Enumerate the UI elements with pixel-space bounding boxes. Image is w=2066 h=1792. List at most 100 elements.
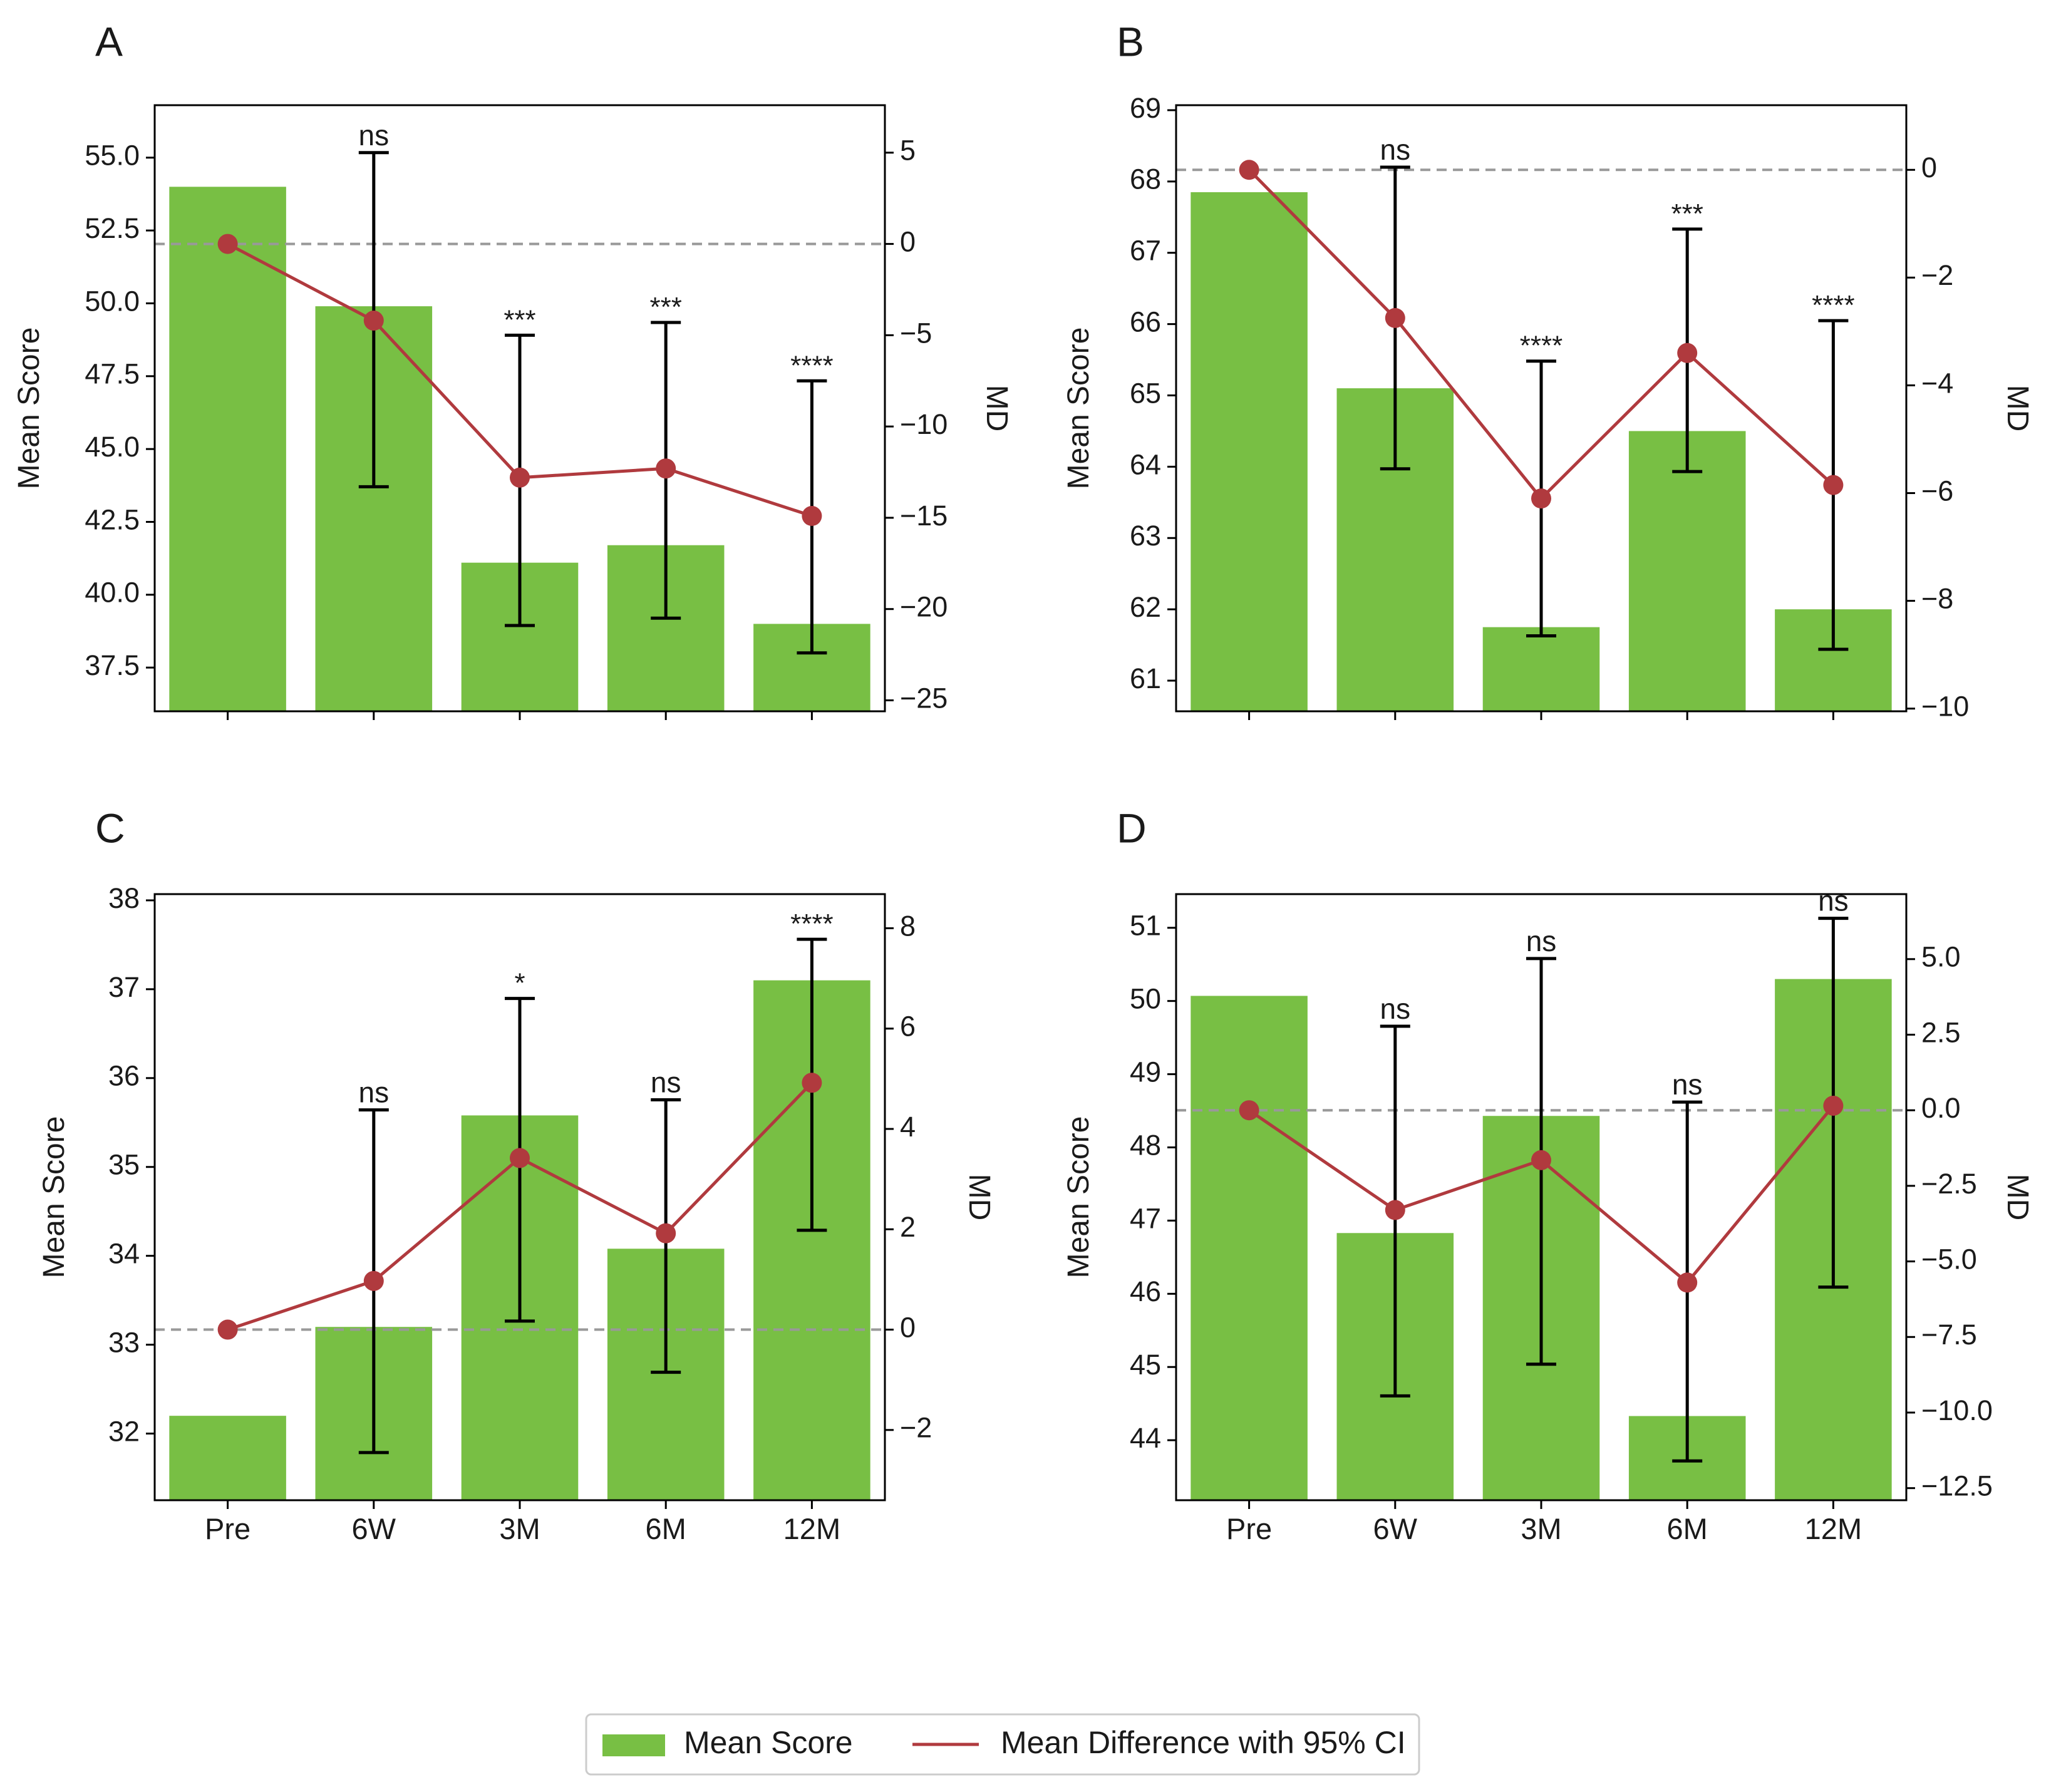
y-tick-label: 45.0: [85, 431, 140, 463]
y-tick-label: 36: [108, 1060, 140, 1092]
md-point-6w: [363, 1270, 384, 1291]
panel-b: Bns***********616263646566676869−10−8−6−…: [1062, 18, 2034, 722]
y2-tick-label: 5: [900, 135, 916, 167]
x-tick-label: 3M: [1521, 1512, 1561, 1545]
y-tick-label: 68: [1130, 163, 1161, 195]
significance-label: ns: [1672, 1068, 1703, 1101]
md-point-3m: [510, 467, 530, 488]
md-point-6w: [1385, 307, 1405, 328]
md-point-6m: [1677, 342, 1698, 363]
x-tick-label: 12M: [1805, 1512, 1862, 1545]
y-tick-label: 64: [1130, 448, 1161, 480]
y2-tick-label: 0.0: [1921, 1092, 1961, 1124]
x-tick-label: 12M: [783, 1512, 840, 1545]
bar-a-pre: [169, 187, 286, 711]
y-tick-label: 49: [1130, 1056, 1161, 1088]
md-point-pre: [217, 1319, 238, 1340]
y-tick-label: 55.0: [85, 140, 140, 172]
y-tick-label: 48: [1130, 1129, 1161, 1161]
md-point-12m: [1823, 1095, 1844, 1116]
x-tick-label: 6W: [352, 1512, 396, 1545]
y-tick-label: 65: [1130, 377, 1161, 409]
legend-bar-label: Mean Score: [684, 1725, 853, 1760]
md-point-12m: [802, 1073, 822, 1093]
x-tick-label: 6M: [1667, 1512, 1708, 1545]
y2-tick-label: −4: [1921, 367, 1953, 399]
md-point-6m: [656, 458, 676, 479]
significance-label: ****: [790, 909, 834, 939]
y2-tick-label: 2: [900, 1211, 916, 1243]
md-point-6w: [1385, 1200, 1405, 1220]
y-tick-label: 63: [1130, 520, 1161, 552]
y2-tick-label: 4: [900, 1111, 916, 1143]
y-tick-label: 67: [1130, 235, 1161, 267]
y2-tick-label: −25: [900, 682, 948, 714]
y2-tick-label: −2.5: [1921, 1168, 1977, 1200]
y2-tick-label: −2: [1921, 259, 1953, 291]
y2-tick-label: −5.0: [1921, 1243, 1977, 1275]
y2-tick-label: −6: [1921, 475, 1953, 507]
panel-a: Ans*** *******37.540.042.545.047.550.052.…: [13, 18, 1013, 720]
y-tick-label: 69: [1130, 92, 1161, 124]
y-tick-label: 42.5: [85, 503, 140, 535]
y-axis-label: Mean Score: [1062, 1116, 1095, 1279]
md-point-3m: [510, 1148, 530, 1168]
y-tick-label: 40.0: [85, 577, 140, 609]
md-point-12m: [802, 506, 822, 527]
y-tick-label: 35: [108, 1149, 140, 1181]
panel-d: Dns ns ns ns 44 45 46 47 48 49 50 51 −12.5 −10.0 −7.5 −…: [1062, 805, 2034, 1545]
x-tick-label: 6M: [646, 1512, 686, 1545]
y-tick-label: 37: [108, 971, 140, 1003]
panel-label: A: [95, 18, 123, 64]
md-point-3m: [1531, 1150, 1551, 1170]
y2-tick-label: 5.0: [1921, 941, 1961, 973]
y-tick-label: 47: [1130, 1202, 1161, 1234]
significance-label: ***: [650, 292, 682, 322]
md-point-pre: [1239, 1100, 1259, 1121]
panel-label: C: [95, 805, 125, 851]
bar-b-3m: [1482, 627, 1600, 711]
y2-tick-label: 8: [900, 910, 916, 942]
y-tick-label: 46: [1130, 1275, 1161, 1307]
bar-d-pre: [1191, 996, 1308, 1500]
significance-label: ***: [1671, 198, 1703, 229]
y2-tick-label: −10: [900, 408, 948, 440]
y-tick-label: 38: [108, 882, 140, 914]
y2-tick-label: −2: [900, 1412, 932, 1444]
bar-b-6m: [1628, 431, 1746, 711]
y2-tick-label: −10: [1921, 691, 1969, 723]
md-point-pre: [1239, 160, 1259, 180]
y2-tick-label: 0: [900, 1311, 916, 1343]
panel-label: D: [1117, 805, 1147, 851]
significance-label: *: [514, 968, 525, 999]
x-tick-label: 6W: [1373, 1512, 1418, 1545]
x-tick-label: Pre: [205, 1512, 251, 1545]
y-tick-label: 66: [1130, 306, 1161, 338]
y2-tick-label: −7.5: [1921, 1319, 1977, 1351]
md-point-6m: [1677, 1272, 1698, 1293]
md-point-6m: [656, 1223, 676, 1244]
y-tick-label: 50: [1130, 983, 1161, 1015]
y2-tick-label: −20: [900, 591, 948, 623]
y2-tick-label: −10.0: [1921, 1394, 1993, 1426]
y-tick-label: 32: [108, 1415, 140, 1447]
panel-label: B: [1117, 18, 1144, 64]
y-tick-label: 61: [1130, 662, 1161, 694]
bar-c-pre: [169, 1416, 286, 1500]
y-tick-label: 50.0: [85, 285, 140, 317]
significance-label: ns: [1526, 925, 1557, 957]
y-axis-label: Mean Score: [38, 1116, 71, 1279]
y-tick-label: 33: [108, 1327, 140, 1359]
legend: Mean Score Mean Difference with 95% CI: [585, 1713, 1420, 1776]
y2-tick-label: −12.5: [1921, 1470, 1993, 1502]
y2-axis-label: MD: [980, 385, 1013, 432]
md-point-pre: [217, 234, 238, 254]
significance-label: ****: [1812, 290, 1855, 321]
y-axis-label: Mean Score: [13, 327, 46, 490]
significance-label: ns: [359, 1076, 390, 1109]
y-axis-label: Mean Score: [1062, 327, 1095, 490]
md-point-6w: [363, 311, 384, 331]
y-tick-label: 45: [1130, 1349, 1161, 1381]
significance-label: ns: [359, 119, 390, 152]
